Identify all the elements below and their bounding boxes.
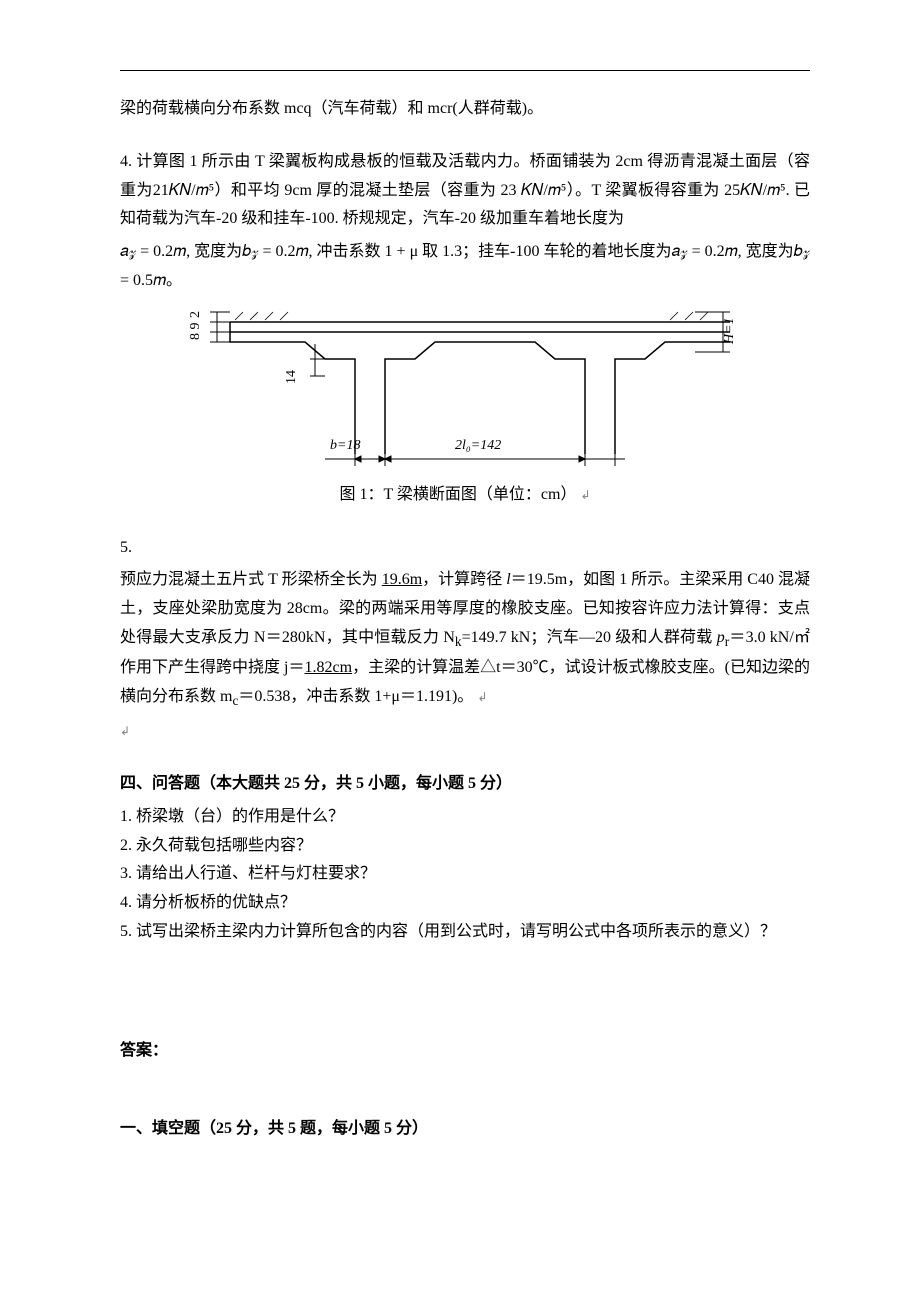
section4-item-4: 4. 请分析板桥的优缺点？ — [120, 889, 810, 918]
section4-item-5: 5. 试写出梁桥主梁内力计算所包含的内容（用到公式时，请写明公式中各项所表示的意… — [120, 918, 810, 947]
section4-item-1: 1. 桥梁墩（台）的作用是什么？ — [120, 803, 810, 832]
fig-label-2: 2 — [188, 311, 203, 318]
q5-number: 5. — [120, 534, 810, 563]
fig-label-14: 14 — [284, 370, 299, 384]
section4-header: 四、问答题（本大题共 25 分，共 5 小题，每小题 5 分） — [120, 770, 810, 799]
q5-underline-1: 19.6m — [382, 571, 422, 588]
return-mark-icon: ↲ — [120, 724, 130, 738]
return-mark-icon: ↲ — [477, 690, 487, 704]
figure-1: 2 8 9 14 b=18 2l₀=142 H=1 图 1：T 梁横断面图（单位… — [120, 304, 810, 510]
q5-return: ↲ — [120, 717, 810, 746]
answers-section1: 一、填空题（25 分，共 5 题，每小题 5 分） — [120, 1115, 810, 1144]
q5-underline-2: 1.82cm — [305, 659, 353, 676]
fig-label-h: H=1 — [722, 317, 737, 345]
page-top-rule — [120, 70, 810, 71]
answers-header: 答案： — [120, 1037, 810, 1066]
q5-body: 预应力混凝土五片式 T 形梁桥全长为 19.6m，计算跨径 l＝19.5m，如图… — [120, 566, 810, 713]
section4-item-3: 3. 请给出人行道、栏杆与灯柱要求？ — [120, 860, 810, 889]
q4-body-1: 4. 计算图 1 所示由 T 梁翼板构成悬板的恒载及活载内力。桥面铺装为 2cm… — [120, 148, 810, 234]
fig-label-span: 2l₀=142 — [455, 438, 501, 453]
figure-1-caption: 图 1：T 梁横断面图（单位：cm） ↲ — [120, 481, 810, 510]
fig-label-89: 8 9 — [188, 322, 203, 340]
section4-item-2: 2. 永久荷载包括哪些内容？ — [120, 832, 810, 861]
return-mark-icon: ↲ — [580, 488, 590, 502]
fig-label-b: b=18 — [330, 438, 360, 453]
section4-list: 1. 桥梁墩（台）的作用是什么？ 2. 永久荷载包括哪些内容？ 3. 请给出人行… — [120, 803, 810, 947]
intro-line: 梁的荷载横向分布系数 mcq（汽车荷载）和 mcr(人群荷载)。 — [120, 95, 810, 124]
t-beam-cross-section: 2 8 9 14 b=18 2l₀=142 H=1 — [175, 304, 755, 479]
q4-body-2: 𝑎𝓏 = 0.2𝑚, 宽度为𝑏𝓏 = 0.2𝑚, 冲击系数 1 + μ 取 1.… — [120, 238, 810, 296]
